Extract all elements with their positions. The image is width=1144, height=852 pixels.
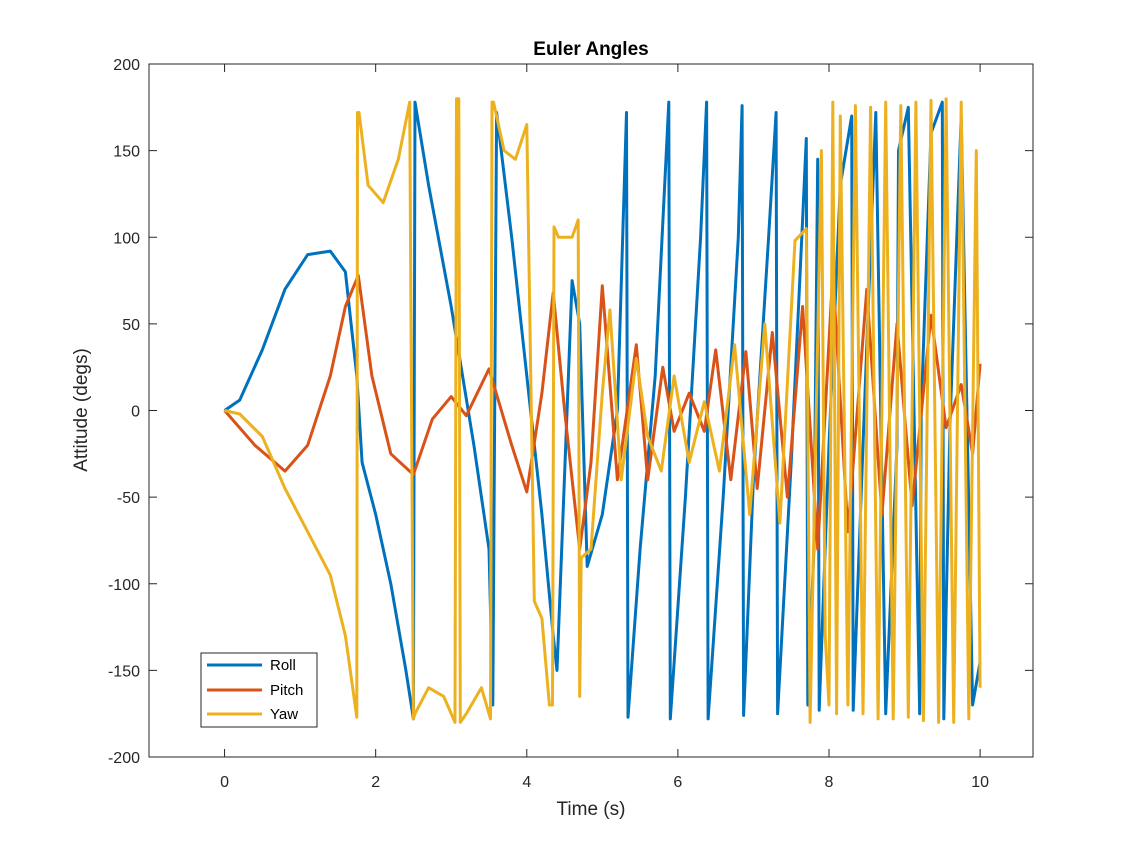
x-tick-label: 0 [220, 774, 229, 791]
x-axis-label: Time (s) [557, 799, 626, 820]
y-tick-label: 50 [122, 317, 140, 334]
y-tick-label: 200 [113, 57, 140, 74]
legend-label-yaw: Yaw [270, 706, 298, 723]
y-tick-label: -150 [108, 663, 140, 680]
y-axis-label: Attitude (degs) [71, 348, 92, 472]
legend: Roll Pitch Yaw [200, 652, 318, 728]
x-tick-label: 10 [971, 774, 989, 791]
series-layer [223, 97, 982, 724]
y-tick-label: 100 [113, 230, 140, 247]
y-tick-label: -200 [108, 750, 140, 767]
x-tick-label: 8 [825, 774, 834, 791]
x-tick-label: 4 [522, 774, 531, 791]
y-tick-label: 0 [131, 404, 140, 421]
y-tick-label: 150 [113, 144, 140, 161]
chart-title: Euler Angles [533, 39, 648, 60]
x-tick-label: 6 [673, 774, 682, 791]
y-tick-label: -50 [117, 490, 140, 507]
x-tick-label: 2 [371, 774, 380, 791]
y-ticks: -200 -150 -100 -50 0 50 100 150 200 [108, 57, 1033, 767]
x-ticks: 0 2 4 6 8 10 [220, 64, 989, 791]
series-line-yaw [224, 97, 982, 724]
legend-label-pitch: Pitch [270, 682, 303, 699]
y-tick-label: -100 [108, 577, 140, 594]
legend-label-roll: Roll [270, 657, 296, 674]
